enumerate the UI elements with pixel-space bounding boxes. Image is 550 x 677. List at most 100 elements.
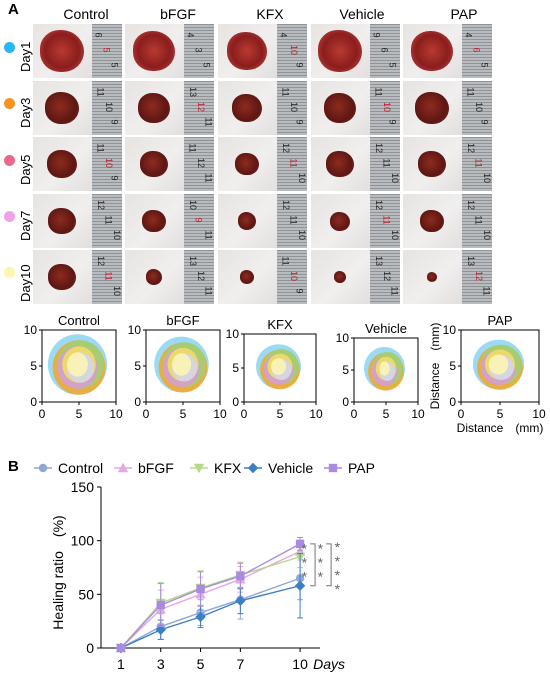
ruler-number: 11 [204,230,214,240]
ruler [276,137,307,191]
significance-asterisk: * [318,554,324,570]
wound-photo-bfgf-day3: 13 12 11 [125,81,214,135]
y-tick-label: 0 [30,395,37,409]
ruler-number: 11 [204,173,214,183]
wound-area [415,91,450,125]
significance-asterisk: * [302,568,308,584]
outline-y-axis-label: Distance (mm) [428,323,442,410]
ruler-number: 11 [289,215,300,225]
x-tick-label: 0 [39,407,46,421]
wound-photo-control-day5: 11 10 9 [33,137,122,191]
ruler [183,24,214,78]
wound-area [235,152,260,176]
x-tick-label: 10 [109,407,123,421]
legend-label: Control [58,460,103,476]
y-tick-label: 10 [336,331,350,345]
day3-label: Day3 [18,97,33,128]
ruler-number: 11 [474,215,485,225]
wound-area [48,263,77,291]
wound-photo-bfgf-day7: 10 9 11 [125,194,214,248]
outline-blob [379,361,390,376]
wound-photo-vehicle-day10: 13 12 11 [311,250,400,304]
ruler [91,81,122,135]
y-tick-label: 10 [443,323,457,337]
day1-label: Day1 [18,41,33,72]
ruler-number: 9 [193,217,204,223]
ruler [369,194,400,248]
y-tick-label: 50 [78,586,94,602]
ruler-number: 9 [479,119,490,125]
ruler-number: 11 [281,256,292,266]
ruler-number: 11 [289,158,300,168]
ruler-number: 10 [390,172,400,184]
ruler-number: 13 [188,86,199,98]
x-tick-label: 5 [383,407,390,421]
y-axis-label: Healing ratio (%) [50,515,66,629]
y-tick-label: 150 [71,479,95,495]
y-tick-label: 10 [226,327,240,341]
ruler-number: 10 [390,229,400,241]
legend-item-control: Control [34,460,103,476]
wound-photo-control-day7: 12 11 10 [33,194,122,248]
ruler-number: 4 [185,32,196,38]
ruler [183,194,214,248]
ruler [183,250,214,304]
y-tick-label: 5 [342,363,349,377]
outline-chart-vehicle: Vehicle 0 5 10 10 5 0 [336,321,425,421]
significance-asterisk: * [335,581,341,597]
ruler-number: 3 [193,47,204,53]
wound-area [240,270,255,284]
ruler-number: 11 [204,286,214,296]
ruler-number: 11 [96,143,107,153]
ruler-number: 9 [294,119,305,125]
y-tick-label: 5 [30,359,37,373]
legend-marker [117,462,129,473]
data-point [156,600,165,610]
y-tick-label: 5 [449,359,456,373]
ruler-number: 5 [101,47,112,53]
ruler [183,137,214,191]
ruler [276,24,307,78]
ruler-number: 12 [374,142,385,154]
y-tick-label: 10 [128,323,142,337]
ruler-number: 9 [371,32,382,38]
legend-marker [247,462,259,474]
ruler [369,250,400,304]
wound-photo-bfgf-day10: 13 12 11 [125,250,214,304]
wound-area [140,150,169,178]
day7-dot [4,211,15,222]
ruler-number: 5 [109,62,120,68]
wound-photo-kfx-day3: 11 10 9 [218,81,307,135]
ruler-number: 10 [474,101,485,113]
ruler [461,194,492,248]
wound-photo-pap-day3: 11 10 9 [403,81,492,135]
outline-chart-pap: PAP 0 5 10 10 5 0 [443,313,546,421]
wound-photo-pap-day7: 12 11 10 [403,194,492,248]
ruler [276,250,307,304]
ruler-number: 4 [463,32,474,38]
significance-bracket [310,543,316,587]
ruler [91,194,122,248]
y-tick-label: 100 [71,533,95,549]
ruler [91,24,122,78]
ruler-number: 5 [479,62,490,68]
ruler-number: 11 [104,215,115,225]
ruler-number: 10 [289,44,300,56]
outline-chart-title: Vehicle [365,321,407,336]
data-point [295,539,305,549]
ruler-number: 11 [474,158,485,168]
outline-chart-title: bFGF [166,313,199,328]
ruler [369,81,400,135]
outline-chart-kfx: KFX 0 5 10 10 5 0 [226,317,323,421]
legend-label: PAP [348,460,375,476]
y-tick-label: 0 [232,395,239,409]
ruler-number: 11 [281,87,292,97]
significance-asterisk: * [318,568,324,584]
y-tick-label: 0 [134,395,141,409]
wound-area [45,91,80,125]
ruler-number: 10 [297,229,307,241]
wound-photo-vehicle-day3: 11 10 9 [311,81,400,135]
legend-label: bFGF [138,460,174,476]
ruler-number: 11 [482,286,492,296]
ruler-number: 5 [387,62,398,68]
